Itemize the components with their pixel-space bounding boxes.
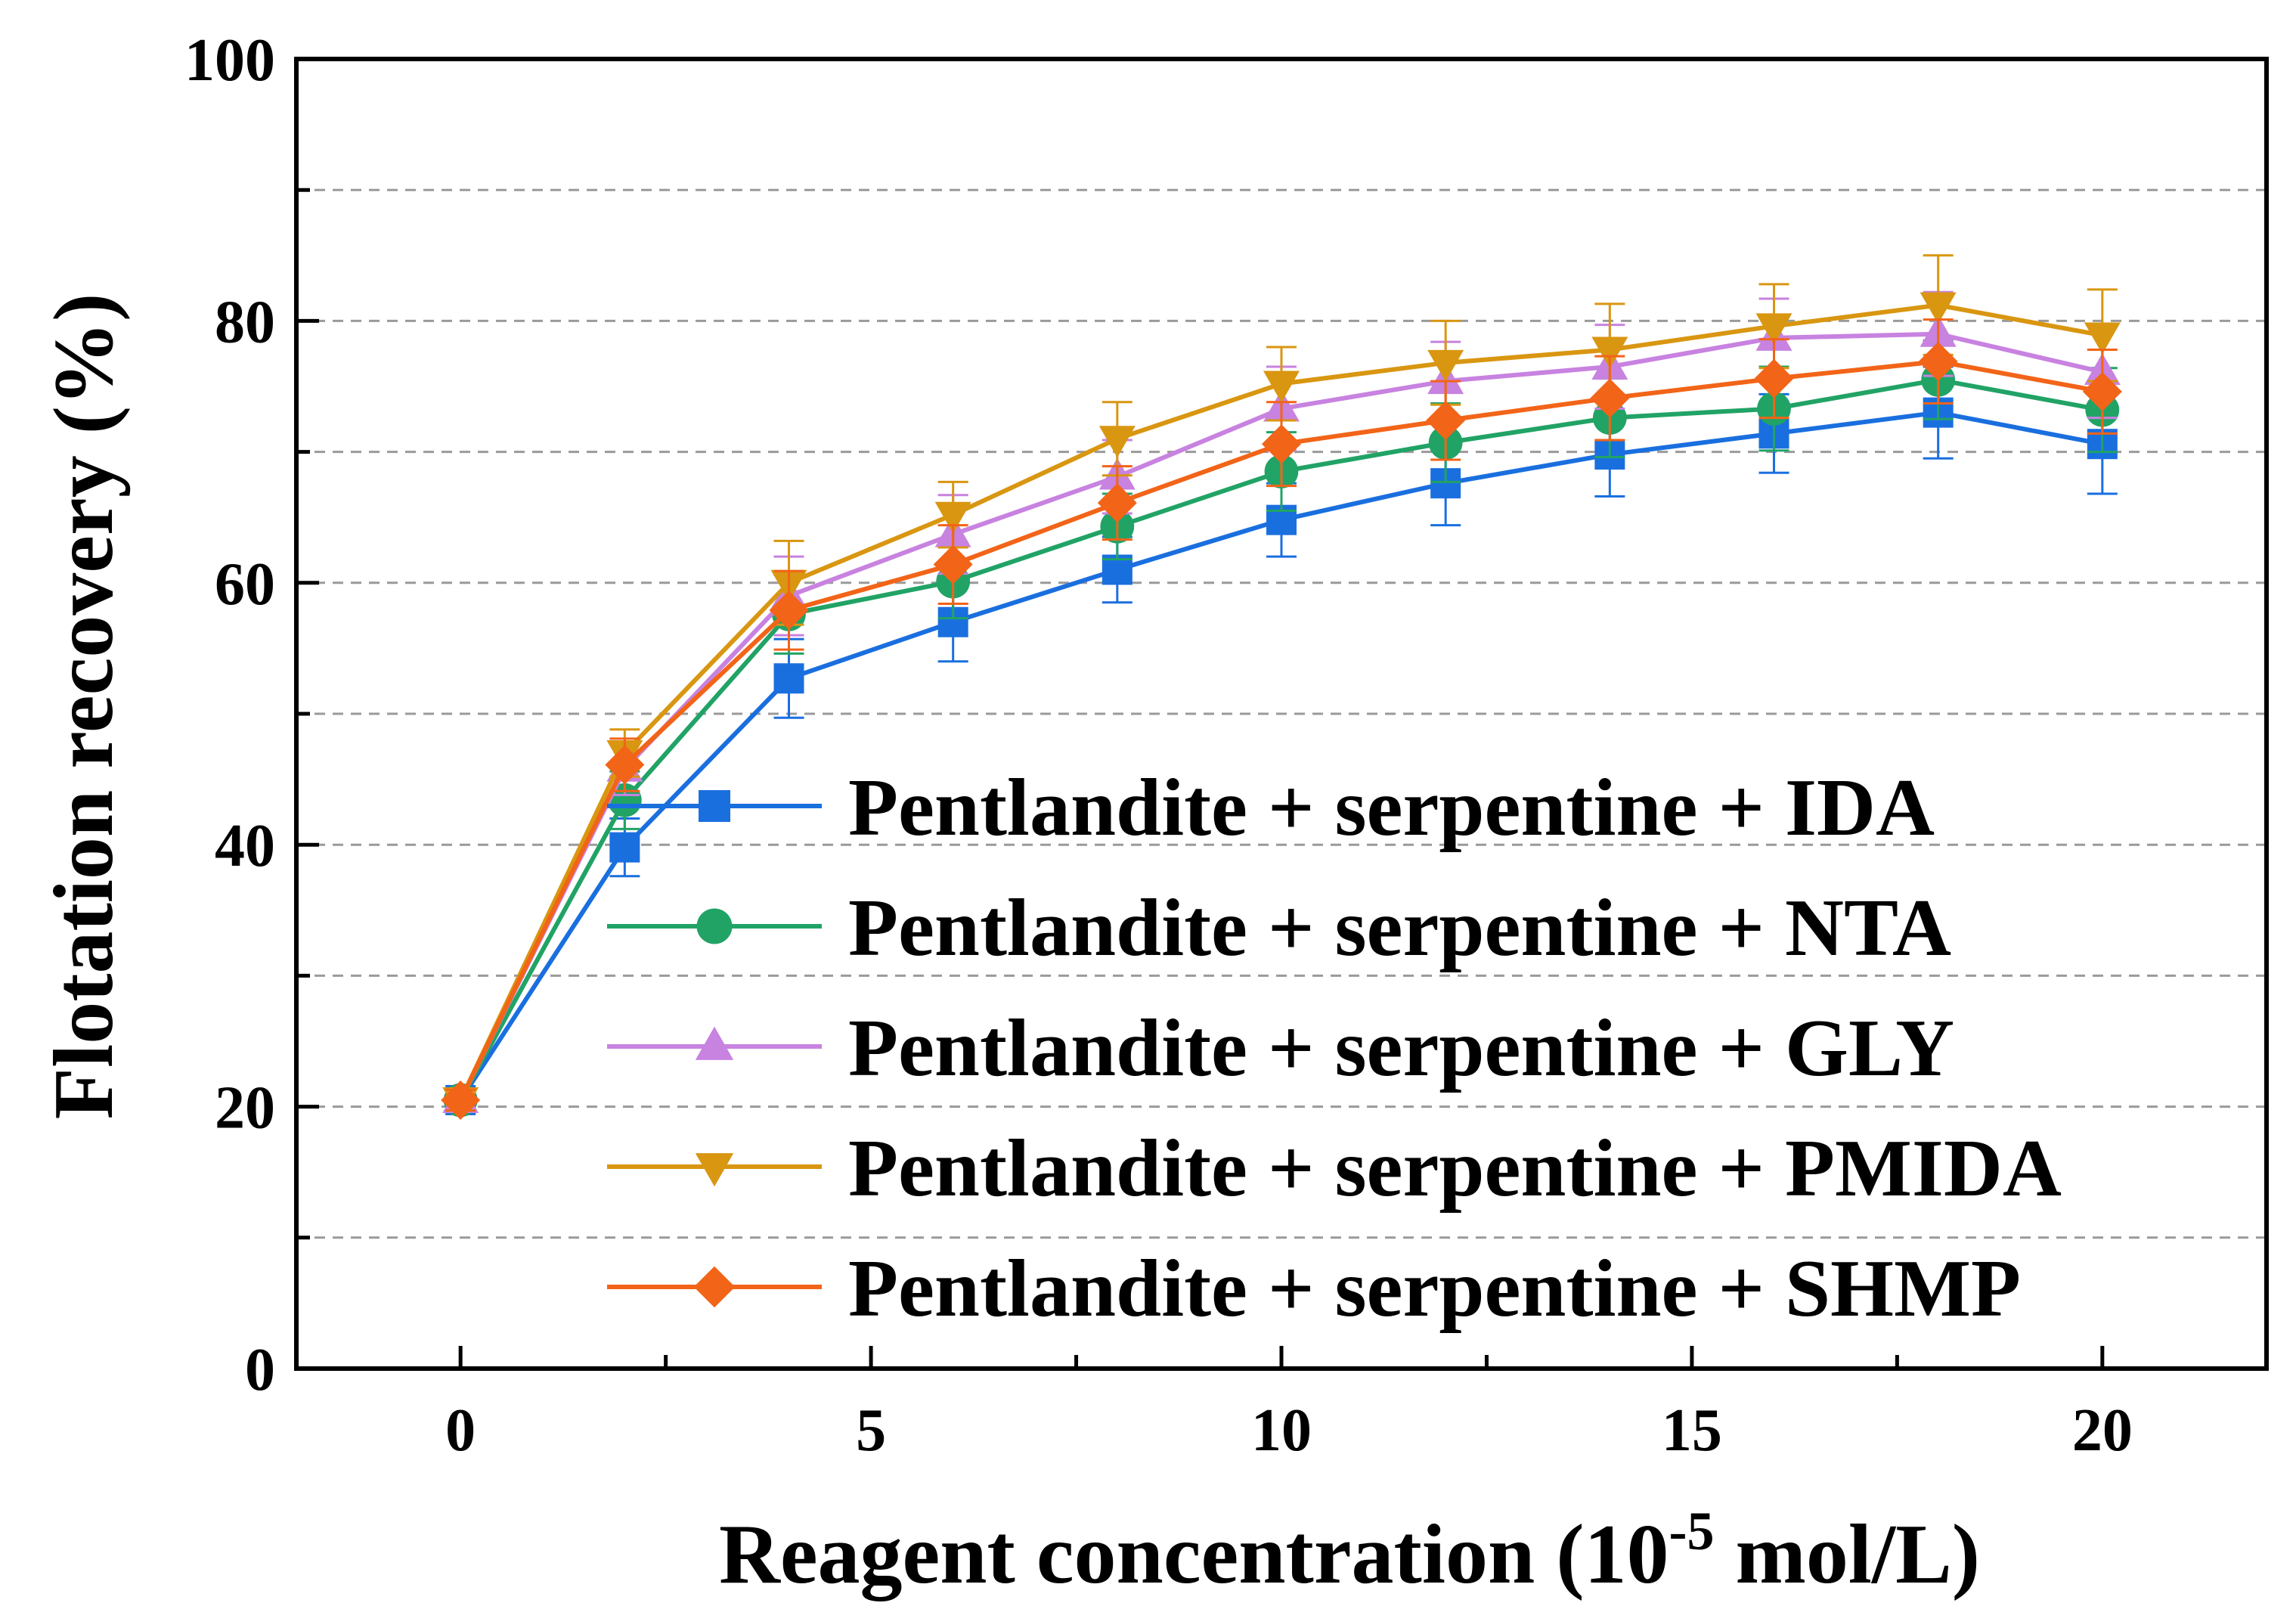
legend-label: Pentlandite + serpentine + NTA: [848, 883, 1951, 973]
legend-marker: [695, 1026, 734, 1060]
legend-label: Pentlandite + serpentine + SHMP: [848, 1244, 2021, 1334]
x-axis-title: Reagent concentration (10-5 mol/L): [719, 1501, 1980, 1601]
legend-marker: [699, 790, 730, 822]
x-axis-ticks: 0 5 10 15 20: [445, 1346, 2133, 1464]
data-point: [1097, 483, 1137, 523]
data-point: [1754, 358, 1794, 398]
y-tick-label-20: 20: [215, 1075, 275, 1142]
y-tick-label-40: 40: [215, 813, 275, 879]
y-tick-label-0: 0: [245, 1337, 275, 1403]
legend-label: Pentlandite + serpentine + PMIDA: [848, 1124, 2062, 1214]
x-axis-title-unit: mol/L): [1715, 1508, 1981, 1601]
x-tick-label-20: 20: [2072, 1397, 2133, 1464]
x-tick-label-0: 0: [445, 1397, 476, 1464]
data-point: [605, 745, 645, 785]
legend-marker: [695, 1153, 734, 1187]
y-tick-label-100: 100: [184, 27, 275, 94]
y-tick-label-80: 80: [215, 289, 275, 355]
legend-item-2: Pentlandite + serpentine + NTA: [607, 883, 1951, 973]
data-point: [769, 591, 809, 631]
data-point: [1426, 401, 1466, 441]
data-point: [1755, 313, 1792, 346]
legend-label: Pentlandite + serpentine + GLY: [848, 1003, 1954, 1093]
data-point: [1920, 292, 1957, 324]
data-point: [2084, 322, 2121, 355]
data-point: [1918, 342, 1958, 382]
y-axis-ticks: 0 20 40 60 80 100: [184, 27, 319, 1403]
x-tick-label-15: 15: [1662, 1397, 1722, 1464]
data-point: [1262, 424, 1301, 464]
legend-marker: [693, 1266, 736, 1308]
y-axis-title: Flotation recovery (%): [37, 293, 131, 1120]
legend-label: Pentlandite + serpentine + IDA: [848, 763, 1935, 853]
x-axis-title-main: Reagent concentration (10: [719, 1508, 1669, 1601]
legend: Pentlandite + serpentine + IDA Pentlandit…: [607, 763, 2062, 1334]
data-point: [2082, 371, 2122, 411]
data-point: [773, 663, 804, 694]
data-point: [609, 832, 640, 863]
legend-item-4: Pentlandite + serpentine + PMIDA: [607, 1124, 2062, 1214]
x-axis-title-superscript: -5: [1669, 1501, 1715, 1561]
data-point: [933, 544, 973, 584]
series-5: [441, 318, 2122, 1120]
data-point: [1590, 378, 1630, 418]
x-tick-label-10: 10: [1251, 1397, 1312, 1464]
data-point: [1098, 426, 1136, 458]
data-point: [1591, 336, 1628, 369]
data-point: [934, 501, 971, 534]
legend-item-3: Pentlandite + serpentine + GLY: [607, 1003, 1954, 1093]
y-tick-label-60: 60: [215, 551, 275, 618]
legend-item-1: Pentlandite + serpentine + IDA: [607, 763, 1935, 853]
data-point: [441, 1080, 481, 1120]
data-point: [1427, 349, 1464, 382]
data-series: [441, 254, 2122, 1120]
x-tick-label-5: 5: [856, 1397, 886, 1464]
data-point: [1263, 370, 1300, 403]
legend-item-5: Pentlandite + serpentine + SHMP: [607, 1244, 2021, 1334]
legend-marker: [696, 908, 733, 944]
